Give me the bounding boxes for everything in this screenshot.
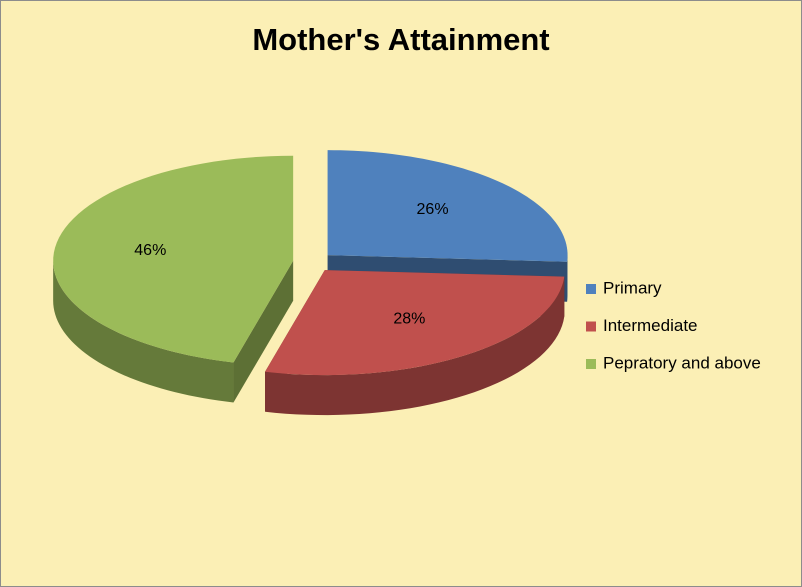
- legend-swatch: [586, 284, 596, 294]
- legend-label: Pepratory and above: [603, 353, 761, 372]
- slice-rim: [53, 260, 234, 403]
- legend-swatch: [586, 321, 596, 332]
- pie-slice: [265, 270, 565, 376]
- data-label: 28%: [393, 310, 425, 327]
- legend-label: Primary: [603, 278, 662, 297]
- pie-slice: [53, 155, 294, 363]
- data-label: 46%: [134, 242, 166, 259]
- pie-slice: [327, 150, 568, 262]
- legend-label: Intermediate: [603, 316, 698, 335]
- chart-title: Mother's Attainment: [252, 22, 549, 57]
- data-label: 26%: [417, 201, 449, 218]
- slice-wall: [233, 260, 294, 403]
- legend-swatch: [586, 359, 596, 369]
- slice-rim: [265, 276, 565, 416]
- pie-tops: [53, 150, 568, 376]
